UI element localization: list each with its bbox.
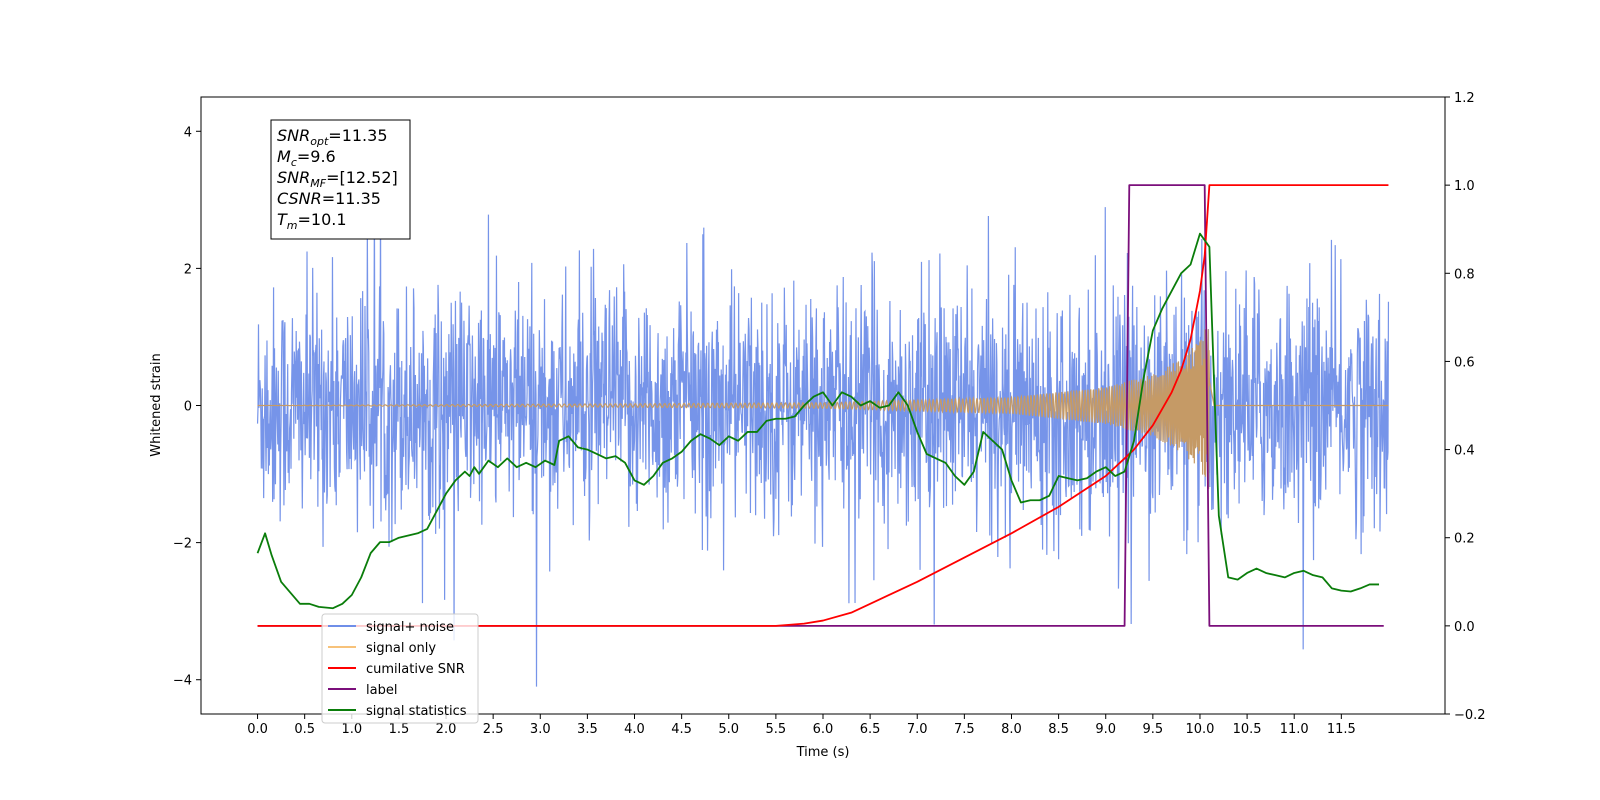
y2-tick-label: 0.6 bbox=[1454, 355, 1475, 370]
y2-tick-label: 0.4 bbox=[1454, 444, 1475, 459]
x-tick-label: 6.5 bbox=[860, 722, 881, 737]
y-tick-label: 0 bbox=[184, 400, 192, 415]
x-tick-label: 7.5 bbox=[954, 722, 975, 737]
annotation-line: Mc=9.6 bbox=[277, 147, 336, 169]
series-signal-only-line bbox=[257, 329, 1389, 489]
x-tick-label: 2.0 bbox=[436, 722, 457, 737]
x-tick-label: 8.0 bbox=[1001, 722, 1022, 737]
x-tick-label: 3.5 bbox=[577, 722, 598, 737]
y-tick-label: −4 bbox=[173, 674, 192, 689]
x-axis: 0.0 0.5 1.0 1.5 2.0 2.5 3.0 3.5 4.0 4.5 5.0 5.5 6.0 6… bbox=[247, 714, 1356, 737]
series-signal-statistics-line bbox=[256, 232, 1380, 610]
y2-tick-label: −0.2 bbox=[1454, 708, 1486, 723]
y-tick-label: 4 bbox=[184, 125, 192, 140]
x-tick-label: 10.5 bbox=[1233, 722, 1262, 737]
x-axis-label: Time (s) bbox=[796, 745, 850, 760]
x-tick-label: 3.0 bbox=[530, 722, 551, 737]
x-tick-label: 6.0 bbox=[813, 722, 834, 737]
x-tick-label: 5.0 bbox=[718, 722, 739, 737]
series-label-line bbox=[257, 184, 1384, 627]
annotation-line: CSNR=11.35 bbox=[277, 189, 381, 208]
x-tick-label: 10.0 bbox=[1185, 722, 1214, 737]
legend: signal+ noise signal only cumilative SNR la… bbox=[321, 613, 479, 724]
x-tick-label: 2.5 bbox=[483, 722, 504, 737]
annotation-line: SNRMF=[12.52] bbox=[277, 168, 398, 190]
x-tick-label: 4.5 bbox=[671, 722, 692, 737]
y2-tick-label: 0.2 bbox=[1454, 532, 1475, 547]
x-tick-label: 11.5 bbox=[1327, 722, 1356, 737]
legend-label: signal statistics bbox=[366, 704, 467, 719]
annotation-line: SNRopt=11.35 bbox=[277, 126, 388, 148]
x-tick-label: 1.0 bbox=[341, 722, 362, 737]
x-tick-label: 0.0 bbox=[247, 722, 268, 737]
annotation-frame bbox=[270, 119, 411, 240]
x-tick-label: 7.0 bbox=[907, 722, 928, 737]
x-tick-label: 11.0 bbox=[1280, 722, 1309, 737]
legend-label: signal+ noise bbox=[366, 620, 454, 635]
y-axis-label: Whitened strain bbox=[149, 353, 164, 456]
x-tick-label: 9.5 bbox=[1143, 722, 1164, 737]
x-tick-label: 4.0 bbox=[624, 722, 645, 737]
y-tick-label: 2 bbox=[184, 262, 192, 277]
y2-tick-label: 1.0 bbox=[1454, 179, 1475, 194]
annotation-line: Tm=10.1 bbox=[277, 210, 347, 232]
x-tick-label: 1.5 bbox=[389, 722, 410, 737]
x-tick-label: 5.5 bbox=[766, 722, 787, 737]
y-axis-left: 4 2 0 −2 −4 bbox=[173, 125, 201, 689]
x-tick-label: 0.5 bbox=[294, 722, 315, 737]
legend-label: label bbox=[366, 683, 397, 698]
annotation-box: SNRopt=11.35Mc=9.6SNRMF=[12.52]CSNR=11.3… bbox=[270, 119, 411, 240]
series-layer bbox=[256, 183, 1390, 687]
x-tick-label: 9.0 bbox=[1095, 722, 1116, 737]
y2-tick-label: 1.2 bbox=[1454, 91, 1475, 106]
legend-label: signal only bbox=[366, 641, 436, 656]
y2-tick-label: 0.8 bbox=[1454, 267, 1475, 282]
series-cumulative-snr-line bbox=[257, 184, 1389, 627]
y2-tick-label: 0.0 bbox=[1454, 620, 1475, 635]
y-tick-label: −2 bbox=[173, 537, 192, 552]
x-tick-label: 8.5 bbox=[1048, 722, 1069, 737]
y-axis-right: 1.2 1.0 0.8 0.6 0.4 0.2 0.0 −0.2 bbox=[1445, 91, 1486, 723]
legend-label: cumilative SNR bbox=[366, 662, 465, 677]
legend-frame bbox=[321, 613, 479, 724]
